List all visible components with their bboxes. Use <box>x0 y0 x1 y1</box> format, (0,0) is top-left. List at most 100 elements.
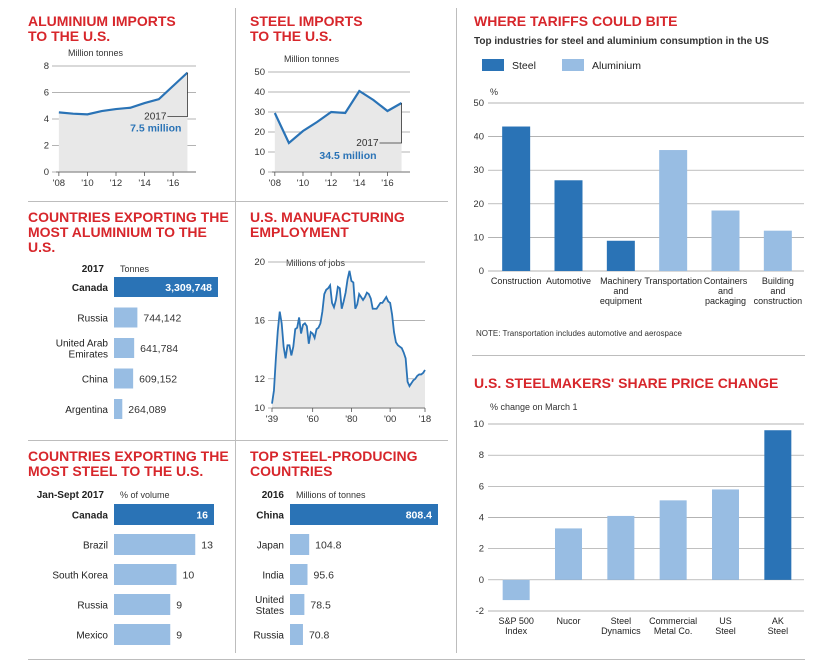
steel-exporters-unit: % of volume <box>120 490 170 500</box>
steelmakers-bar <box>764 430 792 580</box>
tariffs-category-label: Building and construction <box>754 276 803 306</box>
producers-value-label: 95.6 <box>314 570 335 582</box>
tariffs-chart: Steel Aluminium% 0 10 20 30 40 50 Construction Au… <box>474 59 804 338</box>
steel-exporters-panel: COUNTRIES EXPORTING THE MOST STEEL TO TH… <box>28 449 233 655</box>
steel-imports-xtick-label: '08 <box>269 178 281 189</box>
steel-imports-xtick-label: '12 <box>325 178 337 189</box>
producers-category-label: India <box>262 571 284 582</box>
legend-label-aluminium: Aluminium <box>592 60 641 72</box>
steelmakers-title: U.S. STEELMAKERS' SHARE PRICE CHANGE <box>474 376 779 391</box>
producers-category-label: China <box>256 511 284 522</box>
legend-label-steel: Steel <box>512 60 536 72</box>
alu-exporters-bar <box>114 368 134 389</box>
steel-exporters-bar <box>114 624 171 645</box>
producers-value-label: 104.8 <box>315 540 341 552</box>
steelmakers-ytick-label: 2 <box>479 544 484 555</box>
legend-swatch-aluminium <box>562 59 584 71</box>
alu-imports-xtick-label: '08 <box>53 178 65 189</box>
mfg-title: U.S. MANUFACTURING EMPLOYMENT <box>250 210 405 240</box>
steel-exporters-value-label: 9 <box>176 600 182 612</box>
alu-imports-ytick-label: 8 <box>44 61 49 72</box>
steel-imports-ytick-label: 30 <box>254 107 265 118</box>
alu-imports-unit-label: Million tonnes <box>68 48 124 58</box>
divider-vertical-left <box>235 8 236 653</box>
tariffs-panel: WHERE TARIFFS COULD BITE Top industries … <box>474 14 810 344</box>
legend-swatch-steel <box>482 59 504 71</box>
alu-exporters-bar <box>114 307 138 328</box>
mfg-xtick-label: '18 <box>419 414 431 425</box>
steelmakers-category-label: Steel Dynamics <box>601 616 641 636</box>
steelmakers-ytick-label: 10 <box>474 419 484 430</box>
tariffs-ytick-label: 0 <box>479 266 484 277</box>
steel-exporters-category-label: Mexico <box>76 631 108 642</box>
steel-imports-annot-year: 2017 <box>356 138 379 149</box>
tariffs-category-label: Automotive <box>546 276 591 286</box>
alu-imports-leader-line <box>167 72 188 118</box>
steel-exporters-period: Jan-Sept 2017 <box>37 490 105 501</box>
alu-exporters-category-label: Russia <box>77 314 108 325</box>
alu-imports-xtick-label: '12 <box>110 178 122 189</box>
steel-exporters-value-label: 10 <box>183 570 195 582</box>
steel-imports-title: STEEL IMPORTS TO THE U.S. <box>250 14 363 44</box>
mfg-line <box>271 270 426 404</box>
alu-exporters-bar <box>114 338 135 358</box>
alu-exporters-bar <box>114 399 123 419</box>
alu-imports-annot-value: 7.5 million <box>130 123 181 135</box>
alu-exporters-category-label: United Arab Emirates <box>56 339 109 361</box>
producers-bar <box>290 594 305 615</box>
steel-exporters-category-label: Russia <box>77 601 108 612</box>
producers-bar <box>290 504 438 525</box>
steelmakers-category-label: Nucor <box>556 616 580 626</box>
tariffs-ytick-label: 10 <box>474 232 484 243</box>
producers-value-label: 808.4 <box>406 510 432 522</box>
alu-exporters-value-label: 264,089 <box>128 404 166 416</box>
steelmakers-ytick-label: 6 <box>479 481 484 492</box>
producers-category-label: United States <box>255 595 284 617</box>
steelmakers-category-label: AK Steel <box>768 616 789 636</box>
alu-exporters-category-label: Canada <box>72 283 109 294</box>
steel-imports-ytick-label: 40 <box>254 87 265 98</box>
steel-imports-ytick-label: 50 <box>254 67 265 78</box>
steelmakers-bar <box>607 515 635 580</box>
alu-exporters-value-label: 641,784 <box>140 343 178 355</box>
steelmakers-bar <box>502 579 530 601</box>
mfg-xtick-label: '39 <box>266 414 278 425</box>
steel-imports-annot-value: 34.5 million <box>319 150 376 162</box>
alu-imports-ytick-label: 6 <box>44 88 49 99</box>
steel-imports-panel: STEEL IMPORTS TO THE U.S. Million tonnes… <box>250 14 450 200</box>
steelmakers-unit-label: % change on March 1 <box>490 402 578 412</box>
producers-bar <box>290 624 303 645</box>
alu-imports-ytick-label: 4 <box>44 114 49 125</box>
alu-exporters-bar <box>114 277 218 297</box>
producers-bar <box>290 564 308 585</box>
steel-exporters-value-label: 13 <box>201 540 213 552</box>
steelmakers-category-label: S&P 500 Index <box>498 616 533 636</box>
steelmakers-ytick-label: 0 <box>479 575 484 586</box>
alu-imports-xtick-label: '16 <box>167 178 179 189</box>
steelmakers-bar <box>555 528 582 580</box>
alu-imports-ytick-label: 0 <box>44 167 49 178</box>
steelmakers-chart: % change on March 1 -2 0 2 4 6 8 10 S&P 500 Index… <box>474 402 804 636</box>
producers-panel: TOP STEEL-PRODUCING COUNTRIES China 808.4… <box>250 449 450 655</box>
steel-exporters-bar <box>114 594 171 615</box>
divider-h3 <box>472 355 805 356</box>
steel-exporters-bar <box>114 534 196 555</box>
mfg-ytick-label: 16 <box>254 315 265 326</box>
mfg-ytick-label: 20 <box>254 257 265 268</box>
mfg-xtick-label: '60 <box>306 414 318 425</box>
mfg-chart: Millions of jobs 10 12 16 20 '39 '60 '80 '00 '18 <box>254 257 431 425</box>
divider-h2 <box>28 440 448 441</box>
alu-imports-annot-year: 2017 <box>144 112 167 123</box>
alu-imports-panel: ALUMINIUM IMPORTS TO THE U.S. Million to… <box>28 14 233 200</box>
tariffs-ytick-label: 20 <box>474 199 484 210</box>
tariffs-title: WHERE TARIFFS COULD BITE <box>474 14 678 29</box>
producers-value-label: 70.8 <box>309 630 330 642</box>
alu-exporters-category-label: China <box>82 375 109 386</box>
steel-exporters-bar <box>114 504 214 525</box>
steel-imports-ytick-label: 0 <box>260 167 265 178</box>
tariffs-category-label: Containers and packaging <box>704 276 748 306</box>
tariffs-ytick-label: 30 <box>474 165 484 176</box>
alu-imports-xtick-label: '14 <box>138 178 150 189</box>
steel-imports-chart: Million tonnes 0 10 20 30 40 50 '08 '10 '12 '14 '16… <box>254 54 410 189</box>
alu-imports-line <box>58 71 189 116</box>
